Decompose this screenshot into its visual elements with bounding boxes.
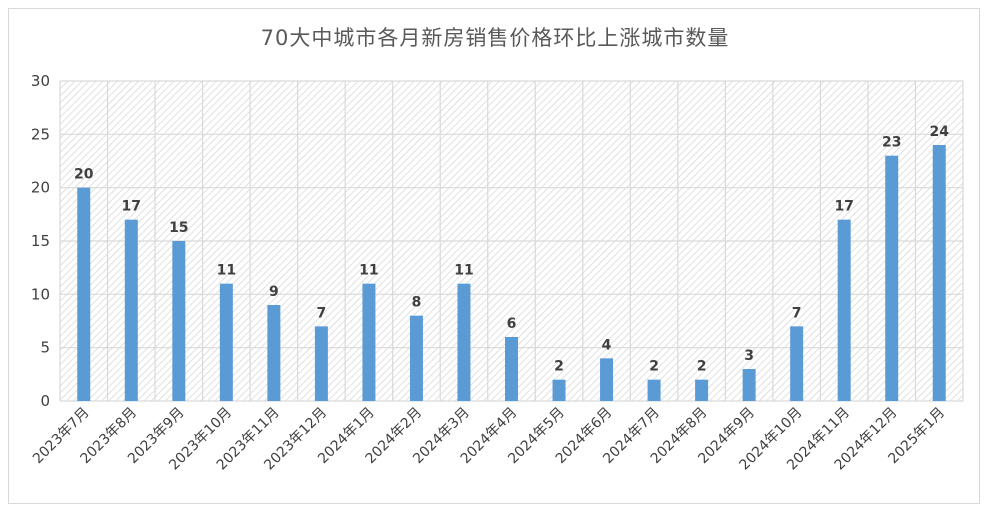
bar bbox=[409, 315, 423, 401]
bar bbox=[742, 369, 756, 401]
bar bbox=[600, 358, 614, 401]
data-label: 6 bbox=[507, 316, 517, 332]
bar bbox=[124, 219, 138, 401]
y-tick-label: 25 bbox=[31, 125, 50, 143]
bar bbox=[457, 283, 471, 401]
data-label: 20 bbox=[74, 167, 94, 183]
bar bbox=[505, 337, 518, 401]
y-tick-label: 20 bbox=[31, 179, 50, 197]
data-label: 7 bbox=[317, 305, 327, 321]
bar bbox=[314, 326, 328, 401]
bar bbox=[267, 305, 281, 401]
data-label: 15 bbox=[169, 220, 188, 236]
y-tick-label: 15 bbox=[31, 232, 50, 250]
data-label: 9 bbox=[269, 284, 279, 300]
y-tick-label: 30 bbox=[31, 72, 50, 90]
data-label: 2 bbox=[697, 359, 707, 375]
bar bbox=[695, 379, 709, 401]
bar bbox=[647, 379, 661, 401]
data-label: 17 bbox=[834, 199, 853, 215]
y-tick-label: 10 bbox=[31, 285, 50, 303]
data-label: 23 bbox=[882, 135, 901, 151]
data-label: 24 bbox=[929, 124, 949, 140]
bar bbox=[837, 219, 851, 401]
bar bbox=[77, 187, 91, 401]
bar bbox=[172, 241, 186, 401]
data-label: 11 bbox=[454, 263, 473, 279]
data-label: 2 bbox=[649, 359, 659, 375]
y-tick-label: 5 bbox=[40, 339, 50, 357]
data-label: 4 bbox=[602, 337, 612, 353]
bar bbox=[790, 326, 804, 401]
data-label: 2 bbox=[554, 359, 564, 375]
data-label: 17 bbox=[122, 199, 141, 215]
chart-title: 70大中城市各月新房销售价格环比上涨城市数量 bbox=[260, 26, 730, 50]
bar bbox=[552, 379, 566, 401]
bar bbox=[362, 283, 376, 401]
y-tick-label: 0 bbox=[40, 392, 50, 410]
data-label: 3 bbox=[744, 348, 754, 364]
data-label: 11 bbox=[359, 263, 378, 279]
data-label: 8 bbox=[412, 295, 422, 311]
bar bbox=[885, 155, 899, 401]
data-label: 11 bbox=[217, 263, 236, 279]
bar bbox=[932, 145, 946, 401]
data-label: 7 bbox=[792, 305, 802, 321]
bar bbox=[219, 283, 233, 401]
